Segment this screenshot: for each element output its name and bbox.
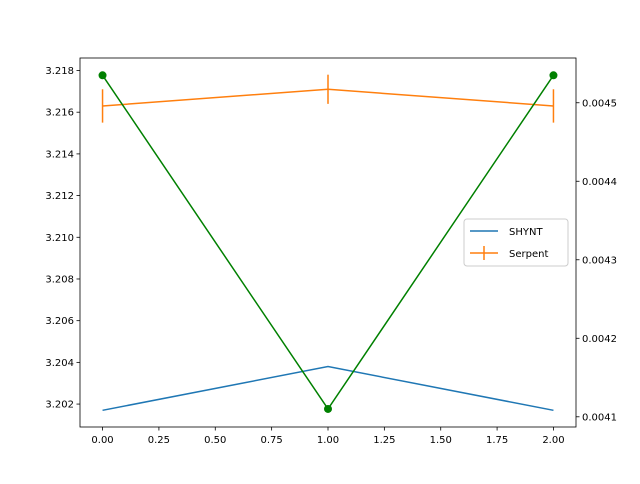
y-right-tick-label: 0.0045 <box>582 98 617 109</box>
y-axis-left: 3.202 3.204 3.206 3.208 3.210 3.212 3.214 3.216… <box>45 66 80 411</box>
x-axis: 0.00 0.25 0.50 0.75 1.00 1.25 1.50 1.75 2.00 <box>91 427 565 446</box>
y-right-tick-label: 0.0043 <box>582 255 617 266</box>
x-tick-label: 1.75 <box>486 435 508 446</box>
x-tick-label: 0.75 <box>261 435 283 446</box>
x-tick-label: 0.25 <box>148 435 170 446</box>
legend-label-shynt: SHYNT <box>509 227 543 238</box>
y-right-tick-label: 0.0041 <box>582 412 617 423</box>
y-left-tick-label: 3.214 <box>45 149 74 160</box>
y-left-tick-label: 3.212 <box>45 191 74 202</box>
x-tick-label: 0.00 <box>91 435 113 446</box>
y-right-tick-label: 0.0042 <box>582 334 617 345</box>
series-layer <box>98 71 558 413</box>
legend-label-serpent: Serpent <box>509 249 548 260</box>
x-tick-label: 0.50 <box>204 435 226 446</box>
series-2-point <box>98 71 107 80</box>
y-left-tick-label: 3.216 <box>45 108 74 119</box>
x-tick-label: 1.25 <box>373 435 395 446</box>
y-right-tick-label: 0.0044 <box>582 177 617 188</box>
x-tick-label: 1.00 <box>317 435 339 446</box>
shynt-line <box>102 365 554 412</box>
series-2-point <box>324 404 332 413</box>
x-tick-label: 1.50 <box>430 435 452 446</box>
plot-frame <box>79 57 577 428</box>
y-left-tick-label: 3.204 <box>45 358 74 369</box>
legend: SHYNT Serpent <box>463 218 569 267</box>
y-left-tick-label: 3.206 <box>45 316 74 327</box>
series-2-point <box>549 71 558 80</box>
y-axis-right: 0.0041 0.0042 0.0043 0.0044 0.0045 <box>576 98 617 423</box>
y-left-tick-label: 3.208 <box>45 274 74 285</box>
y-left-tick-label: 3.202 <box>45 400 74 411</box>
y-left-tick-label: 3.210 <box>45 233 74 244</box>
x-tick-label: 2.00 <box>542 435 564 446</box>
y-left-tick-label: 3.218 <box>45 66 74 77</box>
